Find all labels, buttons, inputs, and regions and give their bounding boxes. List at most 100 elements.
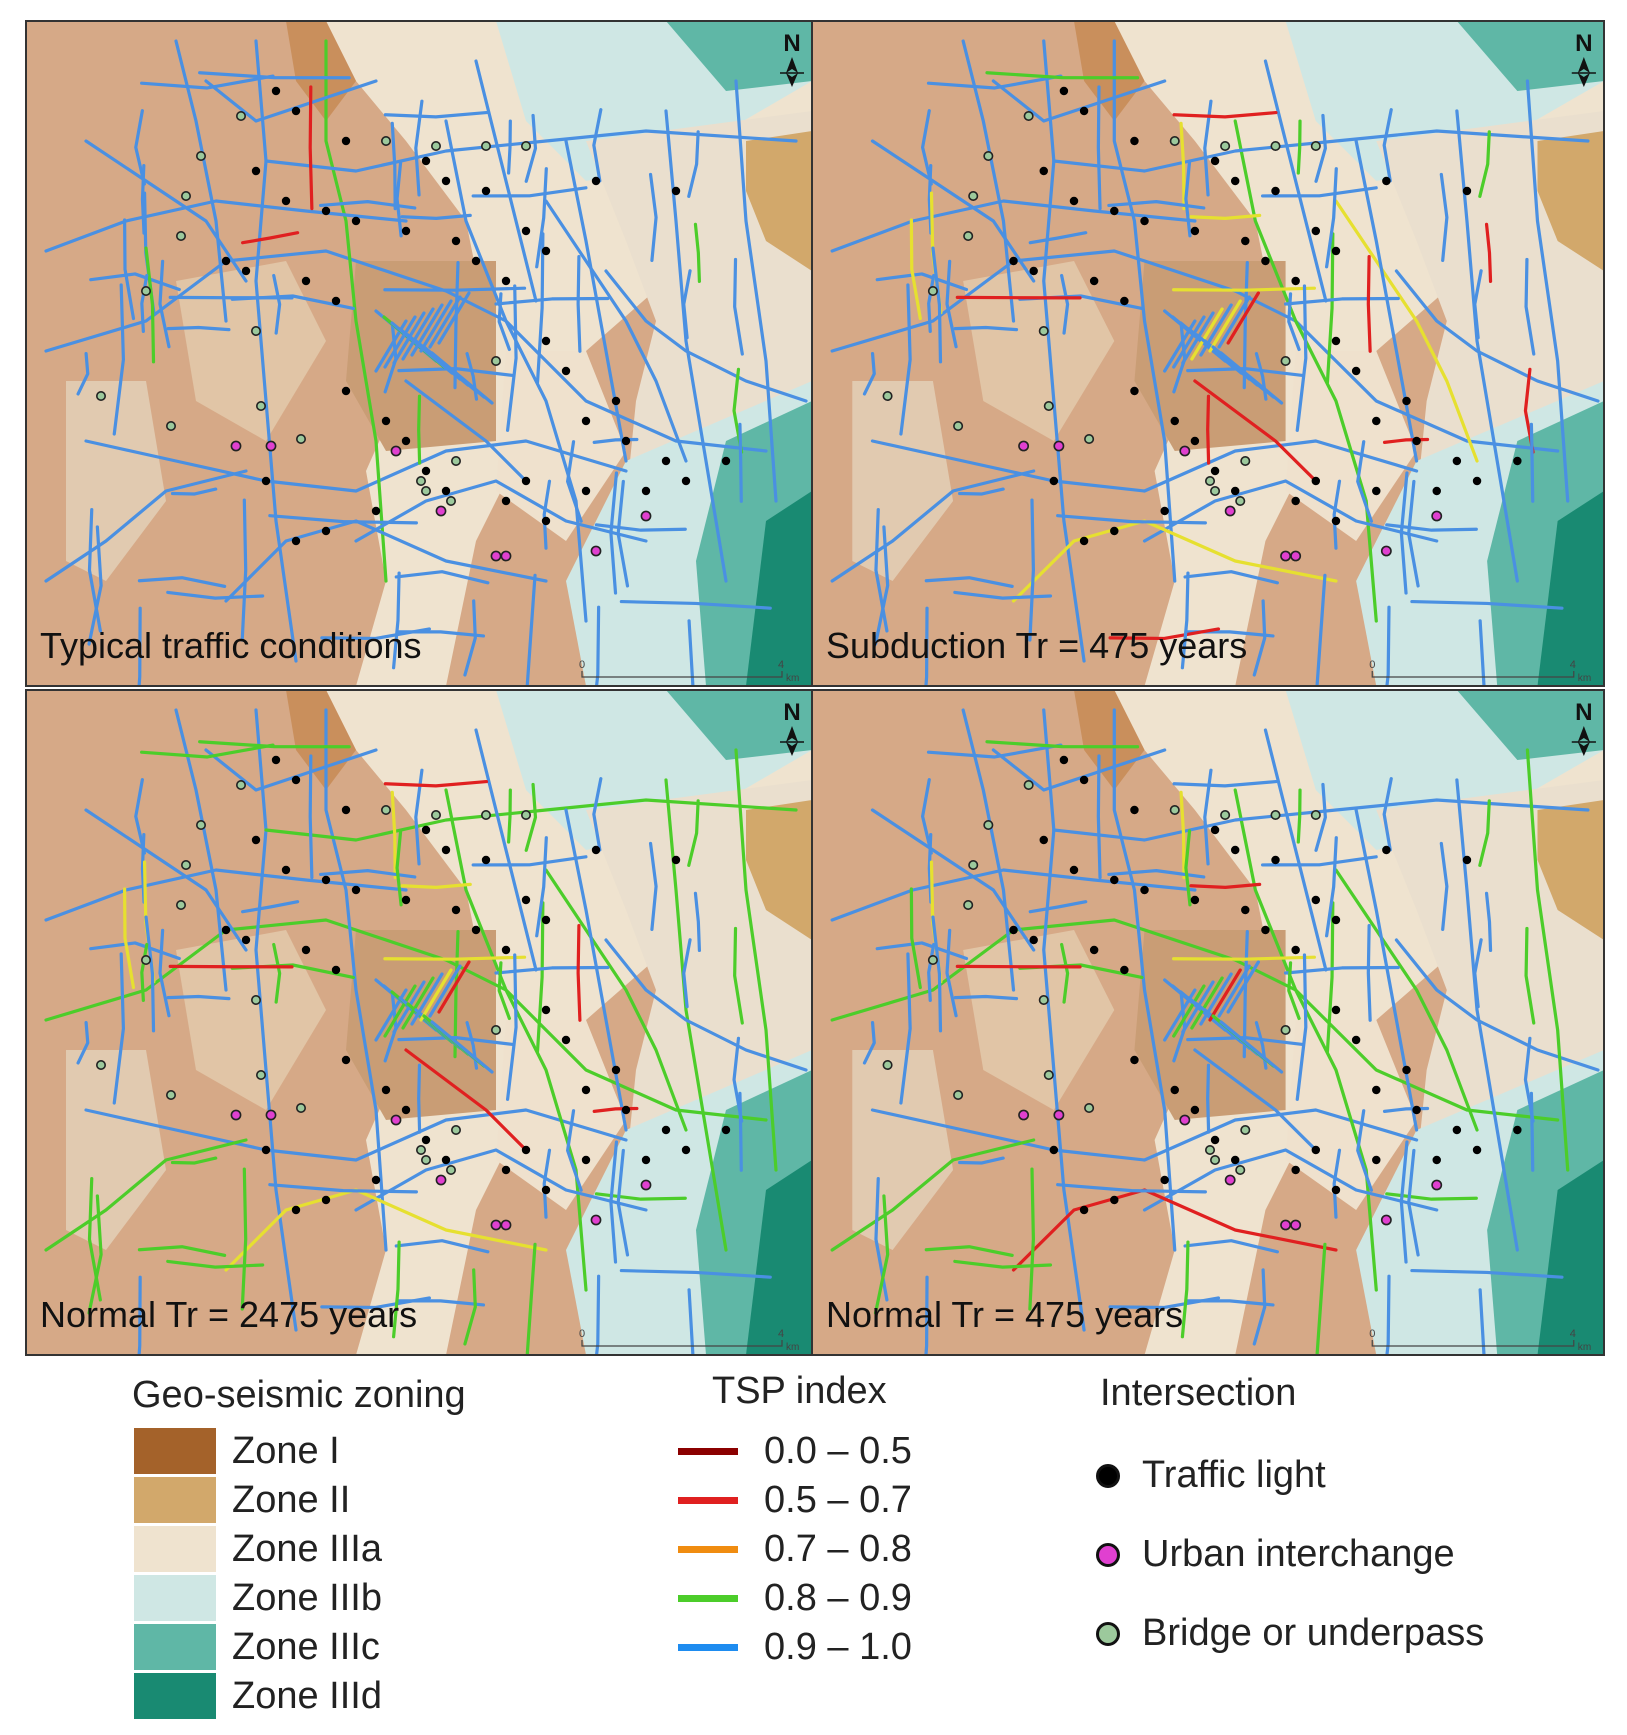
road-segment	[524, 113, 538, 183]
road-segment	[1356, 1109, 1374, 1192]
road-segment	[1183, 1239, 1279, 1254]
road-segment	[830, 469, 1036, 583]
traffic-light-marker	[621, 436, 631, 446]
road-segment	[241, 900, 300, 914]
road-segment	[1260, 855, 1378, 867]
road-segment	[542, 479, 552, 550]
road-segment	[1332, 479, 1342, 550]
bridge-marker	[1220, 810, 1231, 821]
bridge-marker	[1210, 1154, 1221, 1165]
road-segment	[1206, 1063, 1211, 1134]
road-segment	[1356, 440, 1374, 523]
road-segment	[1180, 1240, 1190, 1339]
interchange-marker	[500, 1219, 512, 1231]
road-segment	[1184, 829, 1192, 907]
zone-i-label: Zone I	[232, 1429, 340, 1472]
road-segment	[870, 139, 1036, 283]
road-segment	[1193, 379, 1318, 483]
tsp-0-label: 0.0 – 0.5	[764, 1430, 912, 1472]
traffic-light-marker	[1402, 1065, 1411, 1075]
traffic-light-marker	[1140, 216, 1149, 226]
map-panel-2: N 0 4km Subduction Tr = 475 years	[812, 21, 1604, 686]
bridge-marker	[1043, 1069, 1054, 1080]
traffic-light-marker	[1331, 516, 1341, 526]
traffic-light-marker	[1402, 396, 1411, 406]
road-segment	[1399, 1140, 1409, 1264]
road-segment	[1325, 167, 1338, 269]
zone-iiib-swatch	[134, 1575, 216, 1621]
road-segment	[430, 351, 494, 405]
traffic-light-marker	[1432, 486, 1441, 496]
traffic-light-marker	[1311, 895, 1321, 905]
traffic-light-marker	[1120, 296, 1129, 306]
traffic-light-marker	[681, 1145, 691, 1155]
road-segment	[410, 303, 444, 357]
traffic-light-marker	[1513, 1125, 1522, 1135]
traffic-light-marker	[291, 1205, 301, 1215]
road-segment	[927, 273, 936, 333]
road-segment	[453, 261, 460, 390]
road-segment	[137, 1245, 227, 1257]
road-segment	[958, 1156, 1005, 1165]
bridge-marker	[141, 954, 152, 965]
traffic-light-marker	[561, 1035, 571, 1045]
scale-bar: 0 4km	[579, 1328, 799, 1353]
traffic-light-marker	[1210, 156, 1220, 166]
road-segment	[953, 1259, 1053, 1269]
road-segment	[241, 231, 300, 245]
north-arrow-icon: N	[780, 699, 804, 756]
traffic-light-marker	[1291, 945, 1300, 955]
road-segment	[1042, 39, 1086, 663]
road-segment	[1189, 882, 1262, 889]
traffic-light-marker	[1372, 416, 1381, 426]
road-segment	[112, 952, 126, 1105]
traffic-light-marker	[1120, 965, 1129, 975]
road-segment	[873, 1194, 890, 1315]
tsp-3-entry: 0.8 – 0.9	[678, 1577, 912, 1620]
traffic-light-marker	[1311, 476, 1321, 486]
traffic-light-marker	[1110, 526, 1119, 536]
road-segment	[170, 1156, 218, 1165]
tsp-3-label: 0.8 – 0.9	[764, 1577, 912, 1619]
zone-i-entry: Zone I	[134, 1428, 340, 1474]
traffic-light-marker	[561, 366, 571, 376]
bridge-marker	[953, 1089, 964, 1100]
interchange-marker	[1018, 440, 1030, 452]
bridge-marker	[176, 231, 187, 242]
scale-unit-label: km	[786, 673, 799, 684]
road-segment	[830, 1138, 1036, 1252]
traffic-light-marker	[521, 476, 531, 486]
interchange-marker	[490, 550, 502, 562]
road-segment	[404, 379, 528, 483]
road-segment	[308, 754, 314, 880]
traffic-light-marker	[321, 1195, 331, 1205]
road-segment	[1199, 303, 1233, 357]
road-segment	[474, 728, 538, 972]
traffic-light-marker	[1472, 1145, 1482, 1155]
road-segment	[1180, 571, 1190, 670]
bridge-marker	[1038, 994, 1049, 1005]
road-segment	[410, 972, 444, 1026]
road-segment	[535, 901, 545, 1053]
traffic-light-marker	[1472, 476, 1482, 486]
panel-label: Subduction Tr = 475 years	[826, 625, 1247, 666]
road-segment	[945, 928, 958, 1018]
traffic-light-marker	[611, 1065, 621, 1075]
traffic-light-marker	[441, 486, 451, 496]
road-segment	[830, 199, 1197, 253]
road-segment	[497, 961, 511, 1021]
traffic-light-marker	[1029, 266, 1038, 276]
road-segment	[1296, 119, 1302, 175]
interchange-marker	[640, 510, 652, 522]
road-segment	[1219, 351, 1284, 405]
road-segment	[507, 788, 512, 844]
road-segment	[738, 1091, 743, 1172]
traffic-light-marker	[1059, 755, 1069, 765]
road-segment	[505, 284, 518, 432]
road-segment	[664, 109, 728, 583]
zoning-legend-title: Geo-seismic zoning	[132, 1374, 466, 1416]
traffic-light-marker	[721, 456, 731, 466]
bridge-marker	[176, 900, 187, 911]
road-segment	[474, 59, 538, 303]
traffic-light-marker	[1130, 386, 1139, 396]
